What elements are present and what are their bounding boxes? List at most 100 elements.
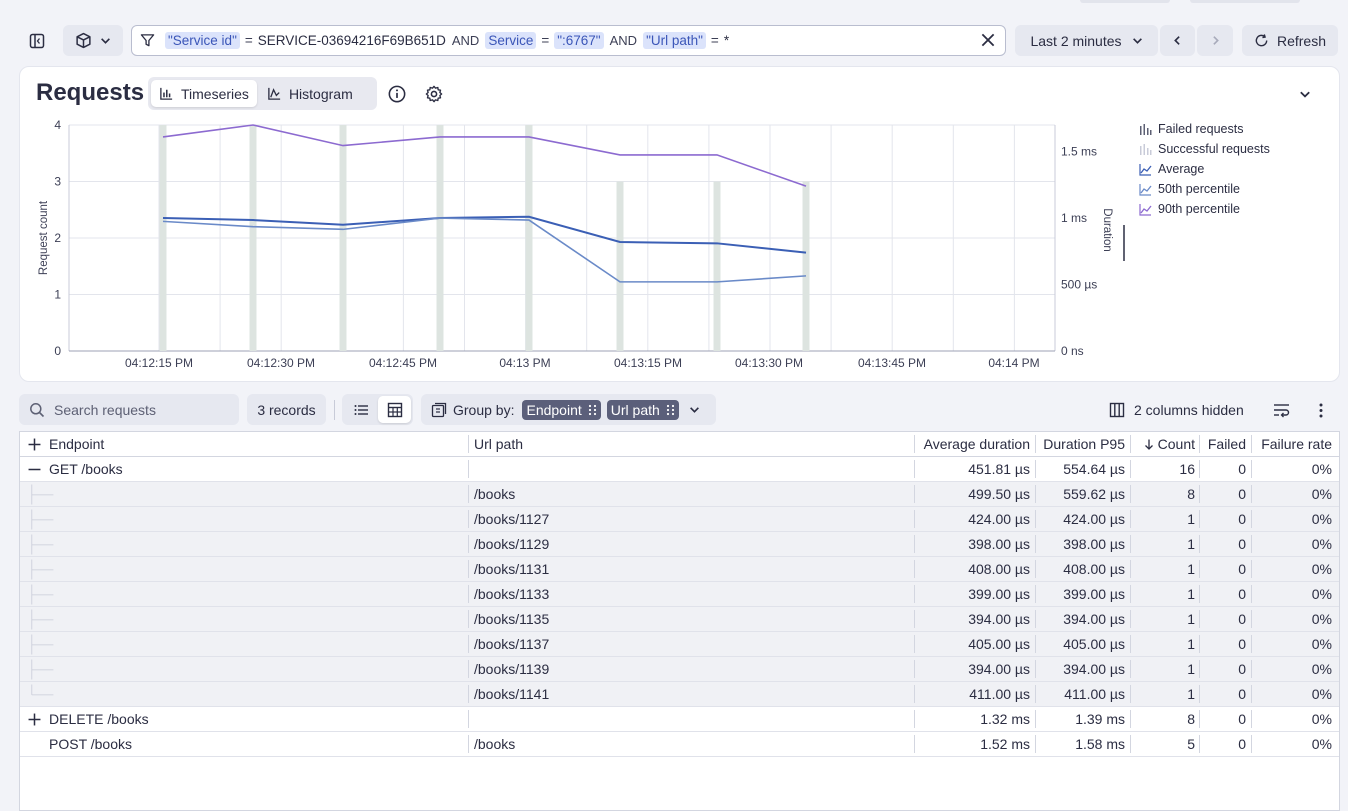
column-header-average-duration[interactable]: Average duration [923,436,1030,452]
column-divider [1251,610,1252,628]
cell-average-duration: 499.50 µs [968,486,1030,502]
expand-row-icon[interactable] [28,707,41,731]
y-left-tick-label: 0 [54,344,61,358]
entity-type-dropdown[interactable] [63,25,123,56]
settings-gear-icon[interactable] [424,84,444,104]
columns-icon [1109,402,1125,417]
refresh-button[interactable]: Refresh [1242,25,1338,56]
column-header-failure-rate[interactable]: Failure rate [1261,436,1332,452]
table-row-child[interactable]: /books/1127 424.00 µs 424.00 µs 1 0 0% [20,507,1339,532]
view-switcher: Timeseries Histogram [148,77,377,110]
search-icon [30,402,45,417]
tree-connector [31,584,54,605]
filter-key[interactable]: "Service id" [165,32,240,49]
legend-label: Failed requests [1158,122,1244,136]
hidden-columns-button[interactable]: 2 columns hidden [1109,394,1244,425]
filter-value[interactable]: * [723,33,730,48]
tab-timeseries[interactable]: Timeseries [151,80,257,107]
cell-average-duration: 398.00 µs [968,536,1030,552]
table-row[interactable]: DELETE /books 1.32 ms 1.39 ms 8 0 0% [20,707,1339,732]
filter-input[interactable]: "Service id" = SERVICE-03694216F69B651D … [131,25,1006,56]
legend-item-p50[interactable]: 50th percentile [1139,179,1270,199]
column-divider [1130,510,1131,528]
column-divider [468,685,469,703]
panel-title: Requests [36,79,145,106]
more-options-icon[interactable] [1313,401,1329,419]
info-icon[interactable] [387,84,407,104]
column-divider [1130,435,1131,453]
column-divider [914,435,915,453]
column-divider [914,635,915,653]
cell-endpoint: POST /books [49,736,133,752]
column-divider [1199,560,1200,578]
timeframe-previous-button[interactable] [1160,25,1195,56]
expand-all-icon[interactable] [28,432,41,456]
records-count: 3 records [247,394,326,425]
table-row[interactable]: GET /books 451.81 µs 554.64 µs 16 0 0% [20,457,1339,482]
column-header-url-path[interactable]: Url path [474,436,524,452]
cell-url-path: /books/1127 [474,511,550,527]
column-header-duration-p95[interactable]: Duration P95 [1043,436,1125,452]
column-divider [1199,535,1200,553]
chevron-down-icon[interactable] [689,404,700,415]
filter-key[interactable]: "Url path" [643,32,706,49]
timeframe-selector[interactable]: Last 2 minutes [1015,25,1158,56]
bar-successful [616,181,624,351]
table-row-child[interactable]: /books/1137 405.00 µs 405.00 µs 1 0 0% [20,632,1339,657]
table-row-child[interactable]: /books/1135 394.00 µs 394.00 µs 1 0 0% [20,607,1339,632]
legend-item-successful[interactable]: Successful requests [1139,139,1270,159]
group-by-control[interactable]: Group by: Endpoint Url path [421,394,716,425]
column-divider [1251,685,1252,703]
table-row-child[interactable]: /books/1133 399.00 µs 399.00 µs 1 0 0% [20,582,1339,607]
cell-average-duration: 411.00 µs [969,686,1030,702]
filter-and: AND [609,33,638,48]
legend-label: 50th percentile [1158,182,1241,196]
legend-item-failed[interactable]: Failed requests [1139,119,1270,139]
ghost-tab [1080,0,1170,3]
column-header-endpoint[interactable]: Endpoint [49,436,105,452]
filter-value[interactable]: ":6767" [554,32,604,49]
column-header-failed[interactable]: Failed [1207,436,1246,452]
cell-count: 8 [1187,486,1195,502]
table-row-child[interactable]: /books/1139 394.00 µs 394.00 µs 1 0 0% [20,657,1339,682]
group-chip-url-path[interactable]: Url path [606,399,679,420]
group-chip-endpoint[interactable]: Endpoint [522,399,601,420]
column-divider [1199,735,1200,753]
table-row-child[interactable]: /books/1129 398.00 µs 398.00 µs 1 0 0% [20,532,1339,557]
y-left-tick-label: 3 [54,175,61,189]
column-divider [1251,660,1252,678]
clear-filter-icon[interactable] [979,31,997,52]
line-wrap-icon[interactable] [1271,401,1291,419]
table-row-child[interactable]: /books/1131 408.00 µs 408.00 µs 1 0 0% [20,557,1339,582]
collapse-row-icon[interactable] [28,457,41,481]
drag-handle-icon[interactable] [588,404,597,416]
legend-item-average[interactable]: Average [1139,159,1270,179]
list-view-icon[interactable] [344,396,377,423]
column-header-count[interactable]: Count [1132,432,1195,456]
cell-failed: 0 [1238,511,1246,527]
filter-value[interactable]: SERVICE-03694216F69B651D [257,33,446,48]
table-view-icon[interactable] [378,396,411,423]
column-divider [1035,435,1036,453]
filter-key[interactable]: Service [485,32,537,49]
tab-histogram[interactable]: Histogram [259,80,361,107]
search-input[interactable]: Search requests [19,394,239,425]
cell-failed: 0 [1238,686,1246,702]
column-divider [914,485,915,503]
collapse-panel-icon[interactable] [1297,86,1313,102]
table-row[interactable]: POST /books/books 1.52 ms 1.58 ms 5 0 0% [20,732,1339,757]
x-tick-label: 04:12:15 PM [125,356,193,370]
table-row-child[interactable]: /books/1141 411.00 µs 411.00 µs 1 0 0% [20,682,1339,707]
requests-table: Endpoint Url path Average duration Durat… [19,431,1340,811]
timeframe-next-button[interactable] [1197,25,1233,56]
legend-item-p90[interactable]: 90th percentile [1139,199,1270,219]
cell-failed: 0 [1238,661,1246,677]
column-divider [468,585,469,603]
cell-average-duration: 394.00 µs [968,661,1030,677]
cell-failed: 0 [1238,461,1246,477]
column-divider [1130,585,1131,603]
sidebar-toggle-icon[interactable] [24,31,50,51]
drag-handle-icon[interactable] [666,404,675,416]
table-row-child[interactable]: /books 499.50 µs 559.62 µs 8 0 0% [20,482,1339,507]
cell-count: 1 [1187,661,1195,677]
